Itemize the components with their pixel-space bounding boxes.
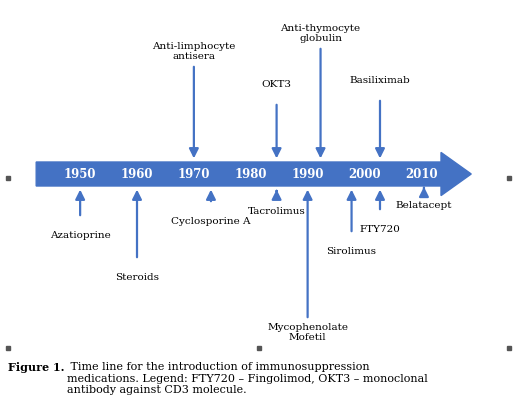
Text: 1990: 1990 — [292, 168, 324, 180]
Text: FTY720: FTY720 — [359, 225, 401, 234]
Text: Tacrolimus: Tacrolimus — [248, 207, 306, 216]
Text: 1960: 1960 — [121, 168, 153, 180]
Text: Cyclosporine A: Cyclosporine A — [171, 217, 251, 226]
Text: Basiliximab: Basiliximab — [349, 76, 410, 85]
Text: Mycophenolate
Mofetil: Mycophenolate Mofetil — [267, 322, 348, 342]
Text: 1950: 1950 — [64, 168, 96, 180]
Text: Steroids: Steroids — [115, 273, 159, 282]
Text: Anti-thymocyte
globulin: Anti-thymocyte globulin — [281, 24, 360, 43]
Text: Belatacept: Belatacept — [396, 201, 452, 210]
Text: 1980: 1980 — [235, 168, 267, 180]
Text: Figure 1.: Figure 1. — [8, 362, 64, 373]
Text: Azatioprine: Azatioprine — [50, 231, 111, 240]
Text: 2010: 2010 — [405, 168, 438, 180]
Text: 1970: 1970 — [178, 168, 210, 180]
FancyArrow shape — [36, 152, 472, 196]
Text: 2000: 2000 — [348, 168, 381, 180]
Text: Time line for the introduction of immunosuppression
medications. Legend: FTY720 : Time line for the introduction of immuno… — [67, 362, 428, 395]
Text: Sirolimus: Sirolimus — [327, 247, 376, 256]
Text: OKT3: OKT3 — [262, 80, 292, 89]
Text: Anti-limphocyte
antisera: Anti-limphocyte antisera — [152, 42, 236, 61]
